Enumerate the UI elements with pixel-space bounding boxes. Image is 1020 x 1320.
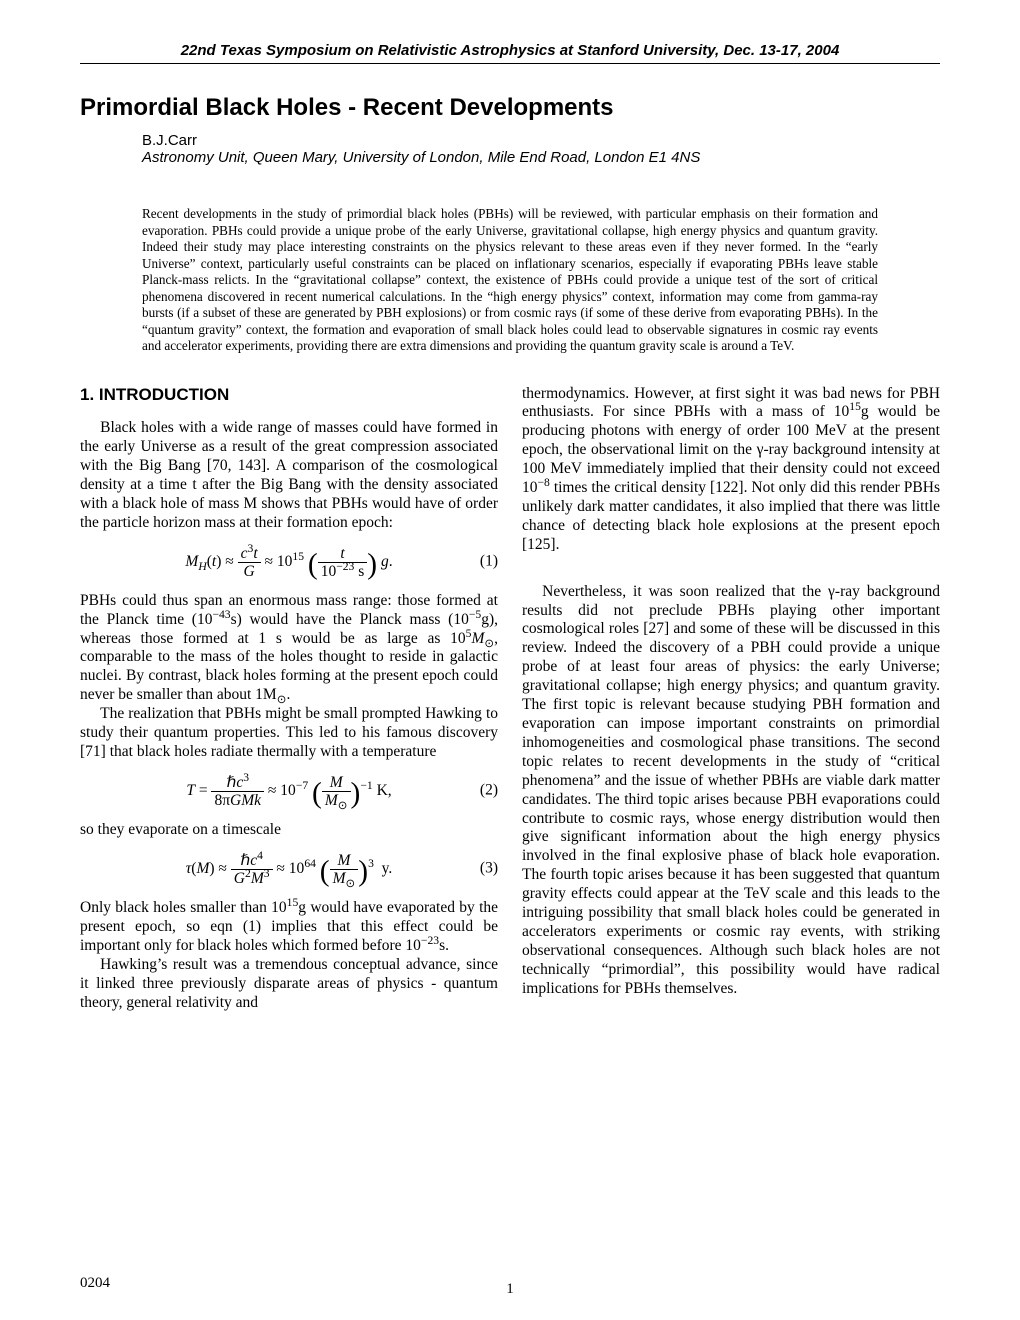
equation-1: MH(t) ≈ c3tG ≈ 1015 (t10−23 s) g. (1): [80, 545, 498, 580]
page: 22nd Texas Symposium on Relativistic Ast…: [0, 0, 1020, 1320]
paper-title: Primordial Black Holes - Recent Developm…: [80, 94, 940, 122]
equation-number: (2): [480, 782, 498, 801]
column-left: 1. INTRODUCTION Black holes with a wide …: [80, 385, 498, 1013]
two-column-body: 1. INTRODUCTION Black holes with a wide …: [80, 385, 940, 1013]
paragraph: PBHs could thus span an enormous mass ra…: [80, 592, 498, 705]
equation-3: τ(M) ≈ ℏc4G2M3 ≈ 1064 (MM⊙)3 y. (3): [80, 852, 498, 887]
section-heading: 1. INTRODUCTION: [80, 385, 498, 406]
equation-number: (1): [480, 553, 498, 572]
paragraph: Only black holes smaller than 1015g woul…: [80, 899, 498, 956]
author-block: B.J.Carr Astronomy Unit, Queen Mary, Uni…: [142, 132, 940, 166]
text-run: s) would have the Planck mass (10: [231, 611, 469, 628]
paragraph: Nevertheless, it was soon realized that …: [522, 583, 940, 999]
equation-2: T = ℏc38πGMk ≈ 10−7 (MM⊙)−1 K, (2): [80, 774, 498, 809]
text-run: .: [286, 686, 290, 703]
text-run: times the critical density [122]. Not on…: [522, 479, 940, 553]
equation-number: (3): [480, 860, 498, 879]
author-name: B.J.Carr: [142, 132, 940, 149]
text-run: s.: [439, 937, 449, 954]
page-number: 1: [506, 1281, 514, 1298]
author-affiliation: Astronomy Unit, Queen Mary, University o…: [142, 149, 940, 166]
paragraph: The realization that PBHs might be small…: [80, 705, 498, 762]
paragraph: thermodynamics. However, at first sight …: [522, 385, 940, 555]
header-rule: [80, 63, 940, 64]
column-right: thermodynamics. However, at first sight …: [522, 385, 940, 1013]
paragraph: so they evaporate on a timescale: [80, 821, 498, 840]
paragraph: Black holes with a wide range of masses …: [80, 419, 498, 532]
running-head: 22nd Texas Symposium on Relativistic Ast…: [80, 42, 940, 59]
abstract: Recent developments in the study of prim…: [142, 206, 878, 355]
paragraph: Hawking’s result was a tremendous concep…: [80, 956, 498, 1013]
footer-left: 0204: [80, 1275, 110, 1292]
text-run: Only black holes smaller than 10: [80, 899, 287, 916]
